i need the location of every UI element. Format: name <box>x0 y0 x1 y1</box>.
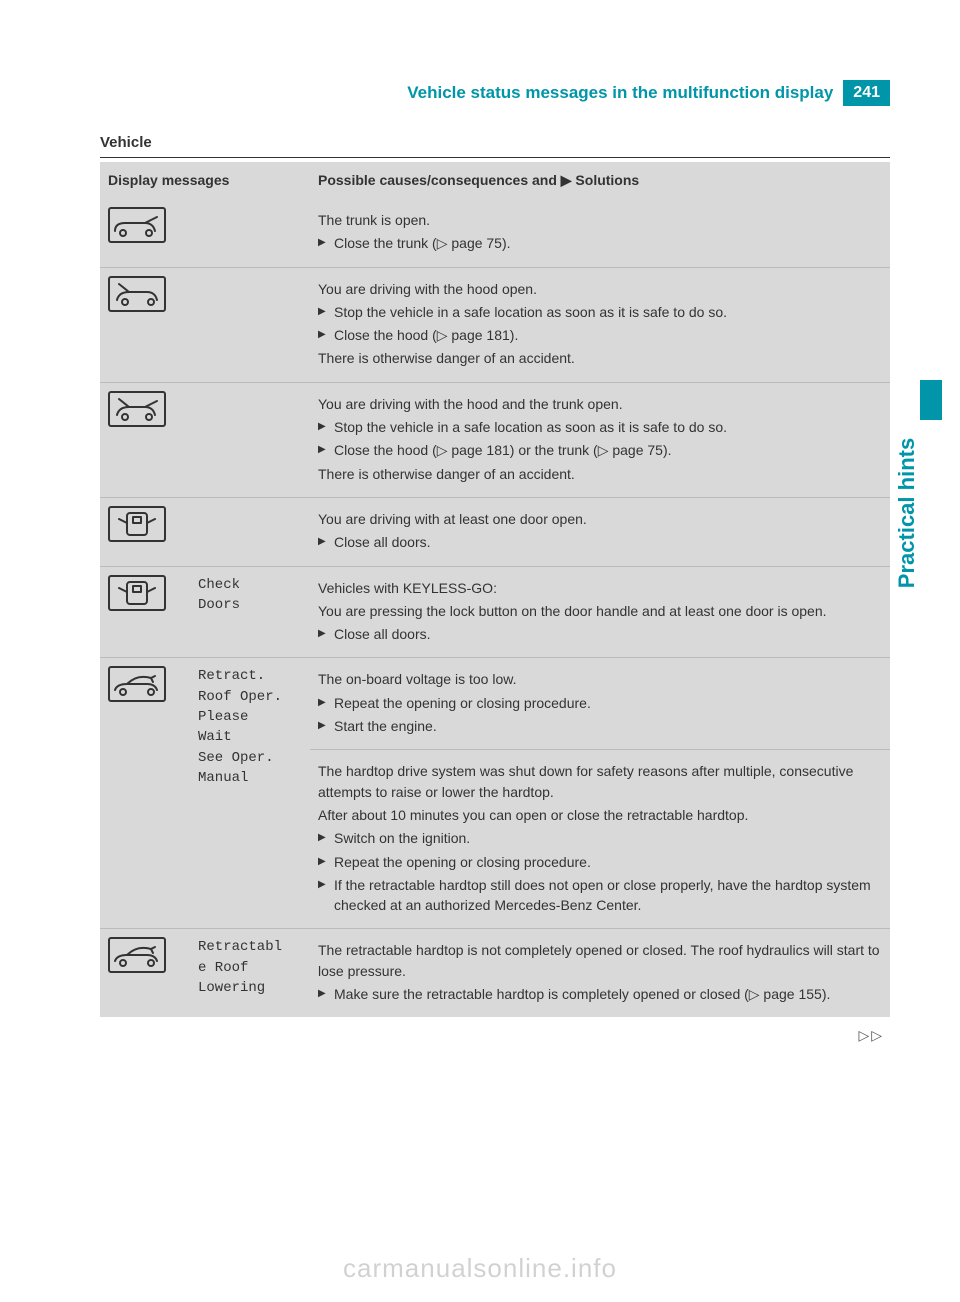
solution-text: You are driving with the hood and the tr… <box>318 394 882 414</box>
door-icon <box>108 575 166 611</box>
trunk-icon <box>108 207 166 243</box>
watermark: carmanualsonline.info <box>0 1253 960 1284</box>
display-message <box>190 497 310 566</box>
hood_trunk-icon <box>108 391 166 427</box>
display-message <box>190 382 310 497</box>
solution-text: The on-board voltage is too low. <box>318 669 882 689</box>
col-header-solutions: Possible causes/consequences and ▶ Solut… <box>310 162 890 199</box>
solution-step: If the retractable hardtop still does no… <box>318 875 882 916</box>
solution-step: Close the trunk (▷ page 75). <box>318 233 882 253</box>
solution-cell: The hardtop drive system was shut down f… <box>310 750 890 929</box>
display-message <box>190 199 310 267</box>
display-message: Retract.Roof Oper.PleaseWaitSee Oper.Man… <box>190 658 310 929</box>
side-tab-text: Practical hints <box>894 438 920 588</box>
solution-step: Close all doors. <box>318 624 882 644</box>
section-rule <box>100 157 890 158</box>
hood-icon <box>108 276 166 312</box>
solution-cell: You are driving with at least one door o… <box>310 497 890 566</box>
solution-step: Start the engine. <box>318 716 882 736</box>
continue-marker: ▷▷ <box>100 1017 890 1044</box>
messages-table: Display messages Possible causes/consequ… <box>100 162 890 1017</box>
page-number: 241 <box>843 80 890 106</box>
col-header-display: Display messages <box>100 162 310 199</box>
solution-step: Close all doors. <box>318 532 882 552</box>
solution-text: There is otherwise danger of an accident… <box>318 464 882 484</box>
solution-text: You are pressing the lock button on the … <box>318 601 882 621</box>
header-bar: Vehicle status messages in the multifunc… <box>100 80 890 106</box>
solution-cell: The retractable hardtop is not completel… <box>310 929 890 1017</box>
display-icon-cell <box>100 382 190 497</box>
display-icon-cell <box>100 199 190 267</box>
display-icon-cell <box>100 267 190 382</box>
solution-step: Close the hood (▷ page 181). <box>318 325 882 345</box>
roof-icon <box>108 666 166 702</box>
solution-cell: Vehicles with KEYLESS-GO: You are pressin… <box>310 566 890 658</box>
solution-text: You are driving with at least one door o… <box>318 509 882 529</box>
solution-text: The retractable hardtop is not completel… <box>318 940 882 981</box>
solution-step: Stop the vehicle in a safe location as s… <box>318 417 882 437</box>
solution-text: The trunk is open. <box>318 210 882 230</box>
solution-text: There is otherwise danger of an accident… <box>318 348 882 368</box>
section-title: Vehicle <box>100 134 890 151</box>
display-icon-cell <box>100 658 190 929</box>
solution-text: You are driving with the hood open. <box>318 279 882 299</box>
solution-step: Repeat the opening or closing procedure. <box>318 852 882 872</box>
solution-cell: You are driving with the hood open. Stop … <box>310 267 890 382</box>
solution-step: Repeat the opening or closing procedure. <box>318 693 882 713</box>
solution-step: Switch on the ignition. <box>318 828 882 848</box>
display-icon-cell <box>100 566 190 658</box>
solution-text: After about 10 minutes you can open or c… <box>318 805 882 825</box>
display-icon-cell <box>100 929 190 1017</box>
side-tab: Practical hints <box>906 380 942 590</box>
solution-step: Make sure the retractable hardtop is com… <box>318 984 882 1004</box>
solution-text: Vehicles with KEYLESS-GO: <box>318 578 882 598</box>
solution-step: Stop the vehicle in a safe location as s… <box>318 302 882 322</box>
solution-cell: You are driving with the hood and the tr… <box>310 382 890 497</box>
solution-step: Close the hood (▷ page 181) or the trunk… <box>318 440 882 460</box>
solution-cell: The trunk is open. Close the trunk (▷ pag… <box>310 199 890 267</box>
display-message <box>190 267 310 382</box>
display-message: CheckDoors <box>190 566 310 658</box>
side-tab-block <box>920 380 942 420</box>
roof-icon <box>108 937 166 973</box>
solution-cell: The on-board voltage is too low. Repeat t… <box>310 658 890 750</box>
door-icon <box>108 506 166 542</box>
display-icon-cell <box>100 497 190 566</box>
solution-text: The hardtop drive system was shut down f… <box>318 761 882 802</box>
header-title: Vehicle status messages in the multifunc… <box>407 83 843 103</box>
display-message: Retractable RoofLowering <box>190 929 310 1017</box>
page-content: Vehicle status messages in the multifunc… <box>0 0 960 1084</box>
